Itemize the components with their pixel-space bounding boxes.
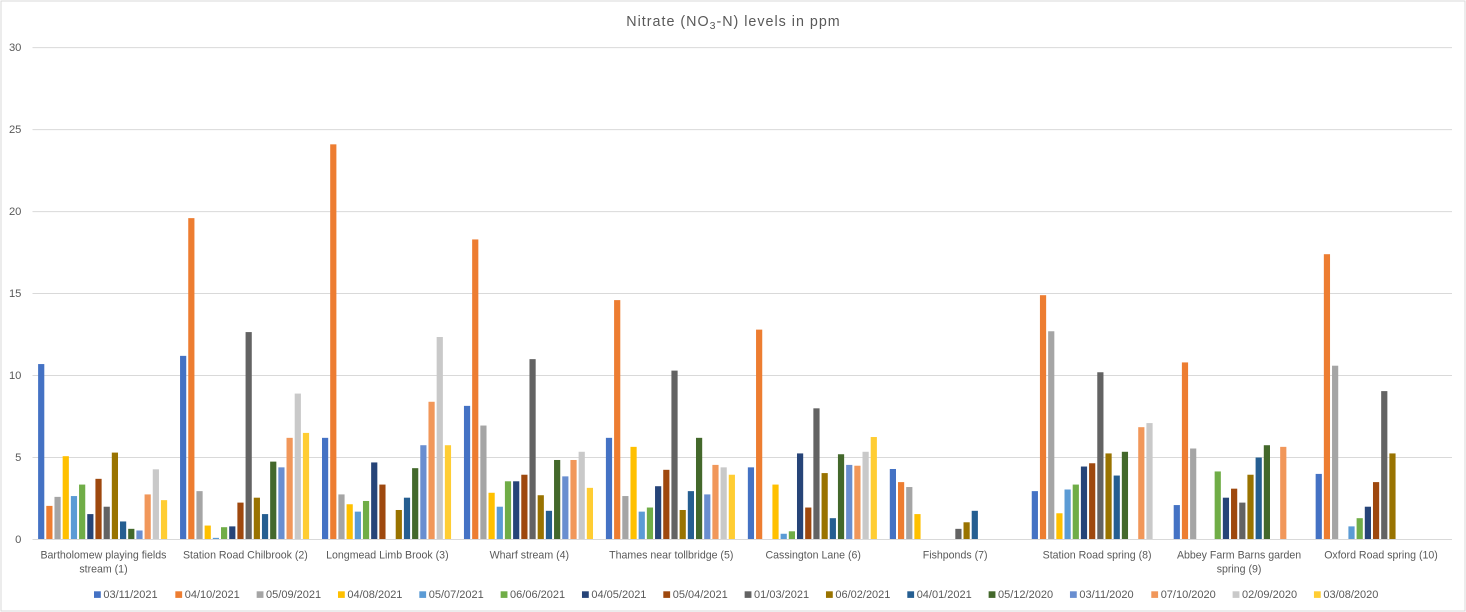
svg-text:01/03/2021: 01/03/2021 <box>754 589 809 601</box>
svg-text:25: 25 <box>9 124 21 136</box>
svg-text:05/07/2021: 05/07/2021 <box>429 589 484 601</box>
svg-text:07/10/2020: 07/10/2020 <box>1161 589 1216 601</box>
svg-text:Wharf stream (4): Wharf stream (4) <box>490 549 569 561</box>
svg-text:05/09/2021: 05/09/2021 <box>266 589 321 601</box>
svg-text:Thames near tollbridge (5): Thames near tollbridge (5) <box>609 549 733 561</box>
svg-text:stream (1): stream (1) <box>79 563 127 575</box>
svg-text:Bartholomew playing fields: Bartholomew playing fields <box>40 549 166 561</box>
svg-text:06/02/2021: 06/02/2021 <box>835 589 890 601</box>
svg-text:Oxford Road spring (10): Oxford Road spring (10) <box>1324 549 1438 561</box>
svg-text:0: 0 <box>15 534 21 546</box>
svg-text:Nitrate (NO3-N) levels in ppm: Nitrate (NO3-N) levels in ppm <box>626 14 840 32</box>
svg-text:04/01/2021: 04/01/2021 <box>917 589 972 601</box>
svg-text:04/10/2021: 04/10/2021 <box>185 589 240 601</box>
svg-text:05/04/2021: 05/04/2021 <box>673 589 728 601</box>
svg-text:spring (9): spring (9) <box>1217 563 1262 575</box>
svg-text:03/11/2021: 03/11/2021 <box>103 589 157 601</box>
svg-text:03/11/2020: 03/11/2020 <box>1079 589 1133 601</box>
svg-text:Station Road Chilbrook (2): Station Road Chilbrook (2) <box>183 549 308 561</box>
svg-text:15: 15 <box>9 288 21 300</box>
svg-text:Abbey Farm Barns garden: Abbey Farm Barns garden <box>1177 549 1301 561</box>
svg-text:06/06/2021: 06/06/2021 <box>510 589 565 601</box>
svg-text:10: 10 <box>9 370 21 382</box>
svg-text:30: 30 <box>9 42 21 54</box>
svg-text:04/05/2021: 04/05/2021 <box>591 589 646 601</box>
svg-text:04/08/2021: 04/08/2021 <box>347 589 402 601</box>
svg-text:05/12/2020: 05/12/2020 <box>998 589 1053 601</box>
svg-text:Station Road spring (8): Station Road spring (8) <box>1043 549 1152 561</box>
svg-text:20: 20 <box>9 206 21 218</box>
svg-text:03/08/2020: 03/08/2020 <box>1323 589 1378 601</box>
svg-text:Fishponds (7): Fishponds (7) <box>923 549 988 561</box>
svg-text:02/09/2020: 02/09/2020 <box>1242 589 1297 601</box>
svg-text:5: 5 <box>15 452 21 464</box>
svg-text:Cassington Lane (6): Cassington Lane (6) <box>766 549 861 561</box>
svg-text:Longmead Limb Brook (3): Longmead Limb Brook (3) <box>326 549 448 561</box>
